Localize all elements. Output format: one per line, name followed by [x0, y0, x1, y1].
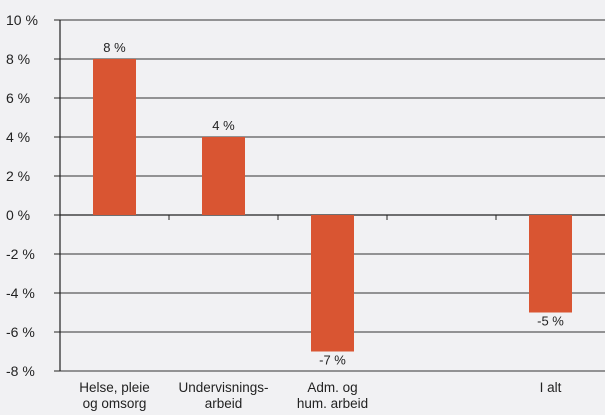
- data-label: 4 %: [212, 118, 235, 133]
- y-tick-label: 6 %: [6, 90, 30, 106]
- y-tick-label: -6 %: [6, 324, 35, 340]
- category-label: Helse, pleie: [79, 380, 150, 395]
- bars: [93, 59, 572, 352]
- category-label: I alt: [540, 380, 562, 395]
- y-tick-label: 2 %: [6, 168, 30, 184]
- y-tick-label: -4 %: [6, 285, 35, 301]
- y-tick-label: -2 %: [6, 246, 35, 262]
- y-tick-label: 0 %: [6, 207, 30, 223]
- data-label: -7 %: [319, 353, 346, 368]
- y-tick-label: -8 %: [6, 363, 35, 379]
- bar: [311, 215, 354, 352]
- category-label: Adm. og: [307, 380, 357, 395]
- category-label: og omsorg: [83, 396, 147, 411]
- y-tick-label: 10 %: [6, 12, 38, 28]
- category-label: hum. arbeid: [297, 396, 368, 411]
- data-label: 8 %: [103, 40, 126, 55]
- bar: [529, 215, 572, 313]
- category-label: arbeid: [205, 396, 243, 411]
- y-axis: 10 % 8 % 6 % 4 % 2 % 0 % -2 % -4 % -6 % -8 %: [6, 12, 61, 379]
- y-tick-label: 4 %: [6, 129, 30, 145]
- y-tick-label: 8 %: [6, 51, 30, 67]
- category-label: Undervisnings-: [178, 380, 268, 395]
- bar: [202, 137, 245, 215]
- data-label: -5 %: [537, 314, 564, 329]
- data-labels: 8 % 4 % -7 % -5 %: [103, 40, 564, 368]
- bar: [93, 59, 136, 215]
